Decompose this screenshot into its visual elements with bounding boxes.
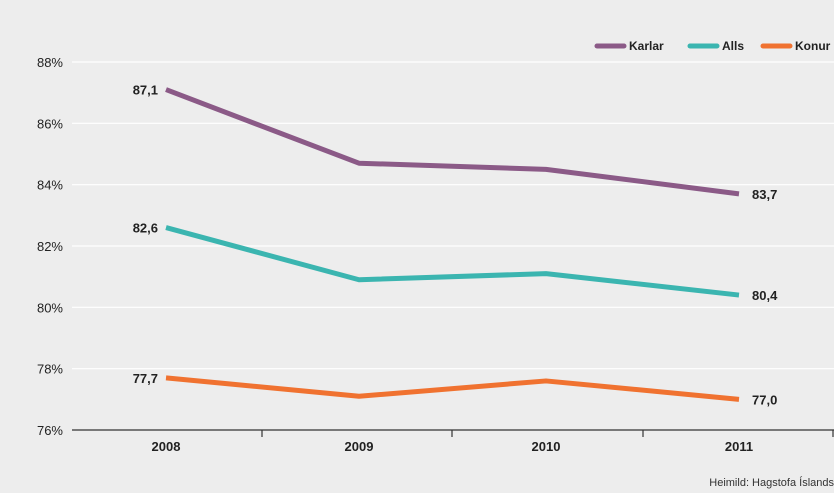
series-lines bbox=[165, 87, 740, 402]
y-tick-label: 76% bbox=[37, 423, 63, 438]
y-tick-label: 82% bbox=[37, 239, 63, 254]
source-note: Heimild: Hagstofa Íslands bbox=[709, 477, 834, 489]
data-label: 83,7 bbox=[752, 187, 777, 202]
series-line-karlar bbox=[165, 87, 740, 197]
legend-label: Karlar bbox=[629, 39, 664, 53]
x-tick-label: 2010 bbox=[532, 439, 561, 454]
data-label: 87,1 bbox=[133, 83, 158, 98]
grid-lines bbox=[72, 61, 834, 370]
data-label: 80,4 bbox=[752, 288, 778, 303]
axes: 76% 78% 80% 82% 84% 86% 88% 2008 2009 2010 2011 bbox=[37, 55, 834, 454]
data-label: 77,7 bbox=[133, 371, 158, 386]
series-line-alls bbox=[165, 225, 740, 298]
y-tick-label: 80% bbox=[37, 300, 63, 315]
data-label: 82,6 bbox=[133, 221, 158, 236]
x-tick-label: 2009 bbox=[345, 439, 374, 454]
legend-label: Alls bbox=[722, 39, 744, 53]
x-tick-label: 2008 bbox=[152, 439, 181, 454]
data-labels: 87,1 83,7 82,6 80,4 77,7 77,0 bbox=[133, 83, 778, 408]
y-tick-label: 88% bbox=[37, 55, 63, 70]
y-tick-label: 84% bbox=[37, 178, 63, 193]
data-label: 77,0 bbox=[752, 392, 777, 407]
x-tick-label: 2011 bbox=[725, 439, 753, 454]
legend: Karlar Alls Konur bbox=[594, 39, 831, 53]
series-line-konur bbox=[165, 375, 740, 402]
legend-label: Konur bbox=[795, 39, 831, 53]
y-tick-label: 86% bbox=[37, 116, 63, 131]
y-tick-label: 78% bbox=[37, 362, 63, 377]
